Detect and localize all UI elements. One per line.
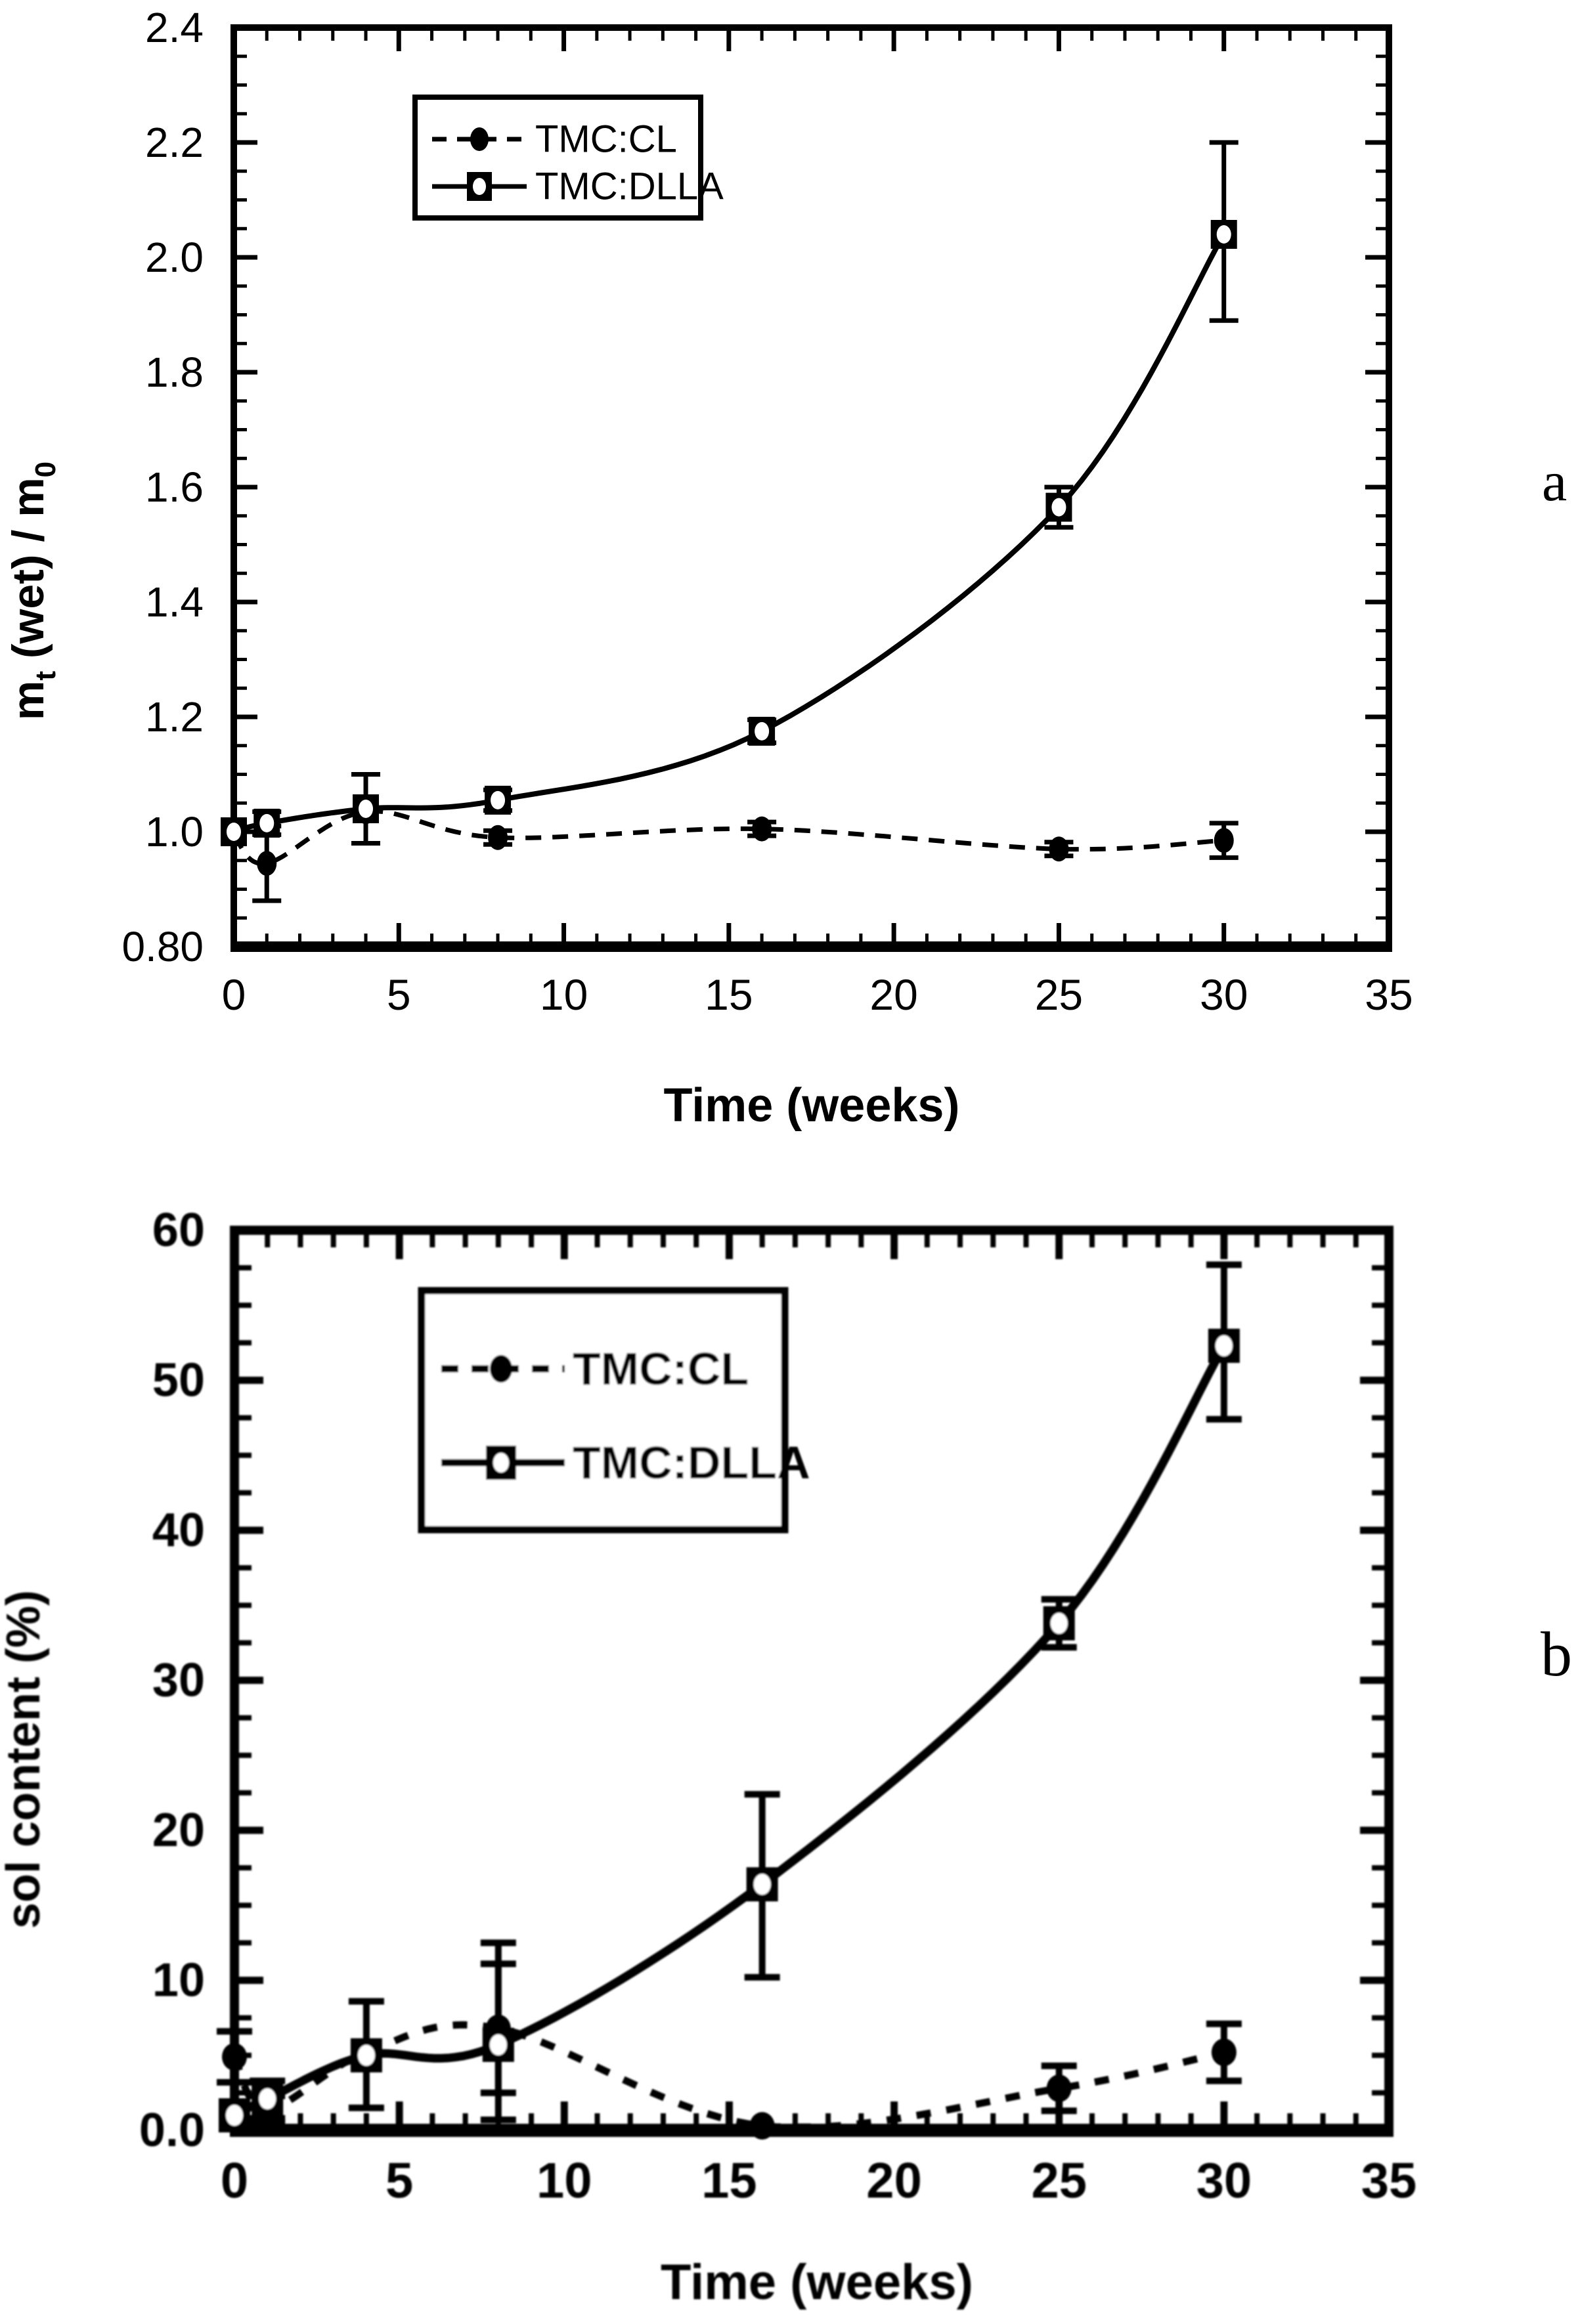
open-square-marker-center <box>1215 1335 1233 1356</box>
x-tick-label: 20 <box>866 2153 922 2209</box>
x-tick-label: 20 <box>869 970 917 1019</box>
legend-item-tmc-dlla: TMC:DLLA <box>441 1437 810 1488</box>
filled-circle-marker <box>257 851 277 876</box>
open-square-marker-center <box>259 813 274 832</box>
open-square-marker-center <box>227 823 241 841</box>
legend-open-square-marker-center <box>493 1453 509 1473</box>
legend-filled-circle-marker <box>470 127 489 151</box>
legend-label: TMC:DLLA <box>573 1437 810 1488</box>
series-line-dashed <box>232 809 1224 867</box>
filled-circle-marker <box>752 816 772 842</box>
legend-label: TMC:CL <box>535 118 677 161</box>
x-tick-label: 5 <box>385 2153 413 2209</box>
legend-label: TMC:CL <box>573 1343 749 1394</box>
x-tick-label: 30 <box>1200 970 1248 1019</box>
open-square-marker-center <box>226 2105 243 2126</box>
open-square-marker-center <box>259 2088 276 2110</box>
open-square-marker-center <box>1051 498 1066 517</box>
filled-circle-marker <box>1046 2075 1072 2103</box>
y-tick-label: 30 <box>152 1654 205 1707</box>
x-tick-label: 10 <box>537 2153 592 2209</box>
y-tick-label: 2.4 <box>145 4 204 51</box>
x-axis-title: Time (weeks) <box>664 1079 960 1132</box>
open-square-marker-center <box>753 1874 771 1895</box>
panel-a-chart: 0 5 10 15 20 25 30 35 0.80 1.0 1.2 1.4 1.6 1.8 2.0 2.2 2… <box>3 4 1413 1132</box>
filled-circle-marker <box>1214 828 1234 853</box>
y-tick-label: 1.0 <box>145 808 204 855</box>
open-square-marker-center <box>1216 225 1231 244</box>
legend-item-tmc-cl: TMC:CL <box>432 118 677 161</box>
x-tick-label: 30 <box>1196 2153 1252 2209</box>
legend-item-tmc-cl: TMC:CL <box>441 1343 749 1394</box>
open-square-marker-center <box>1050 1612 1068 1634</box>
legend-box <box>418 1287 789 1534</box>
x-axis-title: Time (weeks) <box>661 2254 973 2310</box>
y-tick-label: 0.0 <box>139 2104 205 2157</box>
open-square-marker-center <box>491 790 506 809</box>
series-tmc-dlla <box>219 1261 1242 2133</box>
series-tmc-dlla <box>221 140 1239 846</box>
y-tick-label: 60 <box>152 1204 205 1257</box>
panel-label-b: b <box>1541 1619 1572 1689</box>
y-axis-title: mt (wet) / m0 <box>3 462 62 720</box>
y-tick-label: 1.2 <box>145 693 204 741</box>
x-tick-label: 35 <box>1365 970 1413 1019</box>
legend-box <box>412 95 703 221</box>
y-tick-label: 40 <box>152 1504 205 1557</box>
x-tick-label: 5 <box>387 970 411 1019</box>
x-tick-label: 15 <box>705 970 753 1019</box>
y-tick-label: 1.8 <box>145 349 204 396</box>
y-tick-label: 2.0 <box>145 234 204 281</box>
legend: TMC:CL TMC:DLLA <box>418 1287 810 1534</box>
filled-circle-marker <box>1049 836 1069 862</box>
panel-b-chart: 0 5 10 15 20 25 30 35 0.0 10 20 30 40 50 60 Time (weeks… <box>0 1204 1416 2310</box>
x-tick-label: 0 <box>221 2153 248 2209</box>
open-square-marker-center <box>489 2034 507 2055</box>
x-tick-label: 25 <box>1035 970 1083 1019</box>
x-tick-label: 10 <box>540 970 588 1019</box>
y-tick-label: 1.4 <box>145 578 204 626</box>
y-tick-label: 50 <box>152 1354 205 1407</box>
panel-label-a: a <box>1542 450 1568 513</box>
y-tick-label: 20 <box>152 1804 205 1857</box>
open-square-marker-center <box>357 2044 375 2066</box>
legend-item-tmc-dlla: TMC:DLLA <box>432 165 724 208</box>
filled-circle-marker <box>222 2043 247 2071</box>
x-tick-label: 35 <box>1361 2153 1417 2209</box>
open-square-marker-center <box>755 721 770 741</box>
open-square-marker-center <box>359 800 374 818</box>
y-tick-label: 0.80 <box>121 923 204 970</box>
legend-label: TMC:DLLA <box>535 165 724 208</box>
x-tick-label: 15 <box>701 2153 757 2209</box>
x-tick-label: 25 <box>1031 2153 1087 2209</box>
filled-circle-marker <box>1211 2038 1237 2067</box>
filled-circle-marker <box>488 825 508 850</box>
y-tick-label: 2.2 <box>145 119 204 166</box>
y-axis-title: sol content (%) <box>0 1590 50 1929</box>
x-tick-label: 0 <box>222 970 246 1019</box>
legend-filled-circle-marker <box>490 1355 512 1383</box>
legend-open-square-marker-center <box>473 178 486 195</box>
y-tick-label: 10 <box>152 1954 205 2007</box>
series-line-solid <box>233 233 1227 834</box>
y-tick-label: 1.6 <box>145 463 204 511</box>
filled-circle-marker <box>749 2112 775 2140</box>
